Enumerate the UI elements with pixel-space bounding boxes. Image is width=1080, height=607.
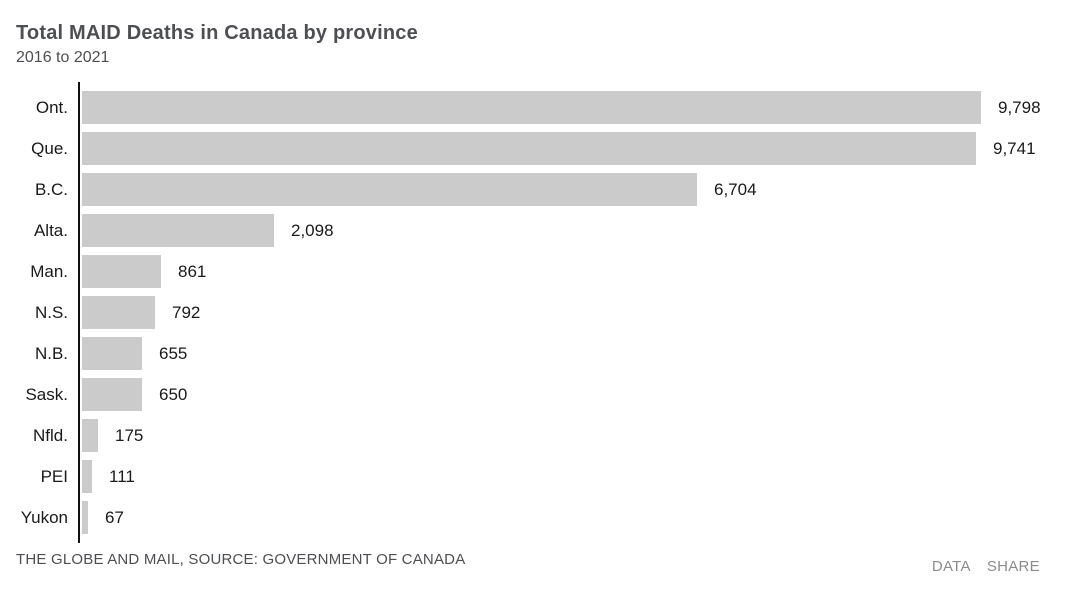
bar-track: 861	[82, 255, 1064, 288]
bar-row: Yukon 67	[16, 497, 1064, 538]
bar-value: 9,798	[998, 97, 1041, 117]
bar-value: 67	[105, 507, 124, 527]
bar-track: 67	[82, 501, 1064, 534]
category-label: N.S.	[34, 302, 68, 322]
bar-row: N.B. 655	[16, 333, 1064, 374]
bar-track: 650	[82, 378, 1064, 411]
bar	[82, 460, 92, 493]
bar	[82, 337, 142, 370]
category-label: Que.	[31, 138, 68, 158]
bar-row: Ont. 9,798	[16, 87, 1064, 128]
category-label: Yukon	[20, 507, 68, 527]
bar-row: Que. 9,741	[16, 128, 1064, 169]
bar-value: 111	[109, 466, 135, 486]
bar	[82, 132, 976, 165]
bar-row: N.S. 792	[16, 292, 1064, 333]
category-label: Nfld.	[33, 425, 68, 445]
bar	[82, 296, 155, 329]
bar-track: 9,741	[82, 132, 1064, 165]
share-link[interactable]: SHARE	[986, 558, 1040, 575]
bar-value: 175	[115, 425, 144, 445]
bar-track: 792	[82, 296, 1064, 329]
bar-value: 6,704	[714, 179, 757, 199]
category-label: Alta.	[33, 220, 68, 240]
chart-footer: THE GLOBE AND MAIL, SOURCE: GOVERNMENT O…	[16, 551, 1064, 575]
bar-track: 175	[82, 419, 1064, 452]
bar	[82, 501, 88, 534]
bar-value: 861	[178, 261, 207, 281]
bar-chart: Ont. 9,798 Que. 9,741 B.C. 6,704 Alta. 2,098 Man…	[16, 82, 1064, 543]
bar-track: 6,704	[82, 173, 1064, 206]
bar	[82, 214, 274, 247]
bar-row: Alta. 2,098	[16, 210, 1064, 251]
bar	[82, 419, 98, 452]
bar-value: 9,741	[993, 138, 1036, 158]
data-link[interactable]: DATA	[931, 558, 971, 575]
category-label: B.C.	[34, 179, 68, 199]
bar-value: 792	[172, 302, 201, 322]
category-label: PEI	[40, 466, 68, 486]
bar-row: B.C. 6,704	[16, 169, 1064, 210]
bar-value: 655	[159, 343, 188, 363]
bar-rows: Ont. 9,798 Que. 9,741 B.C. 6,704 Alta. 2,098 Man…	[16, 87, 1064, 538]
bar-row: Man. 861	[16, 251, 1064, 292]
y-axis-line	[78, 82, 80, 543]
category-label: Sask.	[25, 384, 68, 404]
category-label: Man.	[30, 261, 68, 281]
bar-track: 655	[82, 337, 1064, 370]
bar	[82, 378, 142, 411]
bar-track: 111	[82, 460, 1064, 493]
category-label: Ont.	[35, 97, 68, 117]
bar-value: 650	[159, 384, 188, 404]
bar-row: PEI 111	[16, 456, 1064, 497]
bar	[82, 91, 981, 124]
bar-row: Nfld. 175	[16, 415, 1064, 456]
category-label: N.B.	[34, 343, 68, 363]
chart-title: Total MAID Deaths in Canada by province	[16, 22, 418, 44]
bar-track: 9,798	[82, 91, 1064, 124]
bar-value: 2,098	[291, 220, 334, 240]
footer-links: DATA SHARE	[932, 558, 1064, 575]
bar-track: 2,098	[82, 214, 1064, 247]
source-attribution: THE GLOBE AND MAIL, SOURCE: GOVERNMENT O…	[16, 551, 466, 568]
chart-subtitle: 2016 to 2021	[16, 49, 110, 66]
bar	[82, 173, 697, 206]
bar	[82, 255, 161, 288]
bar-row: Sask. 650	[16, 374, 1064, 415]
